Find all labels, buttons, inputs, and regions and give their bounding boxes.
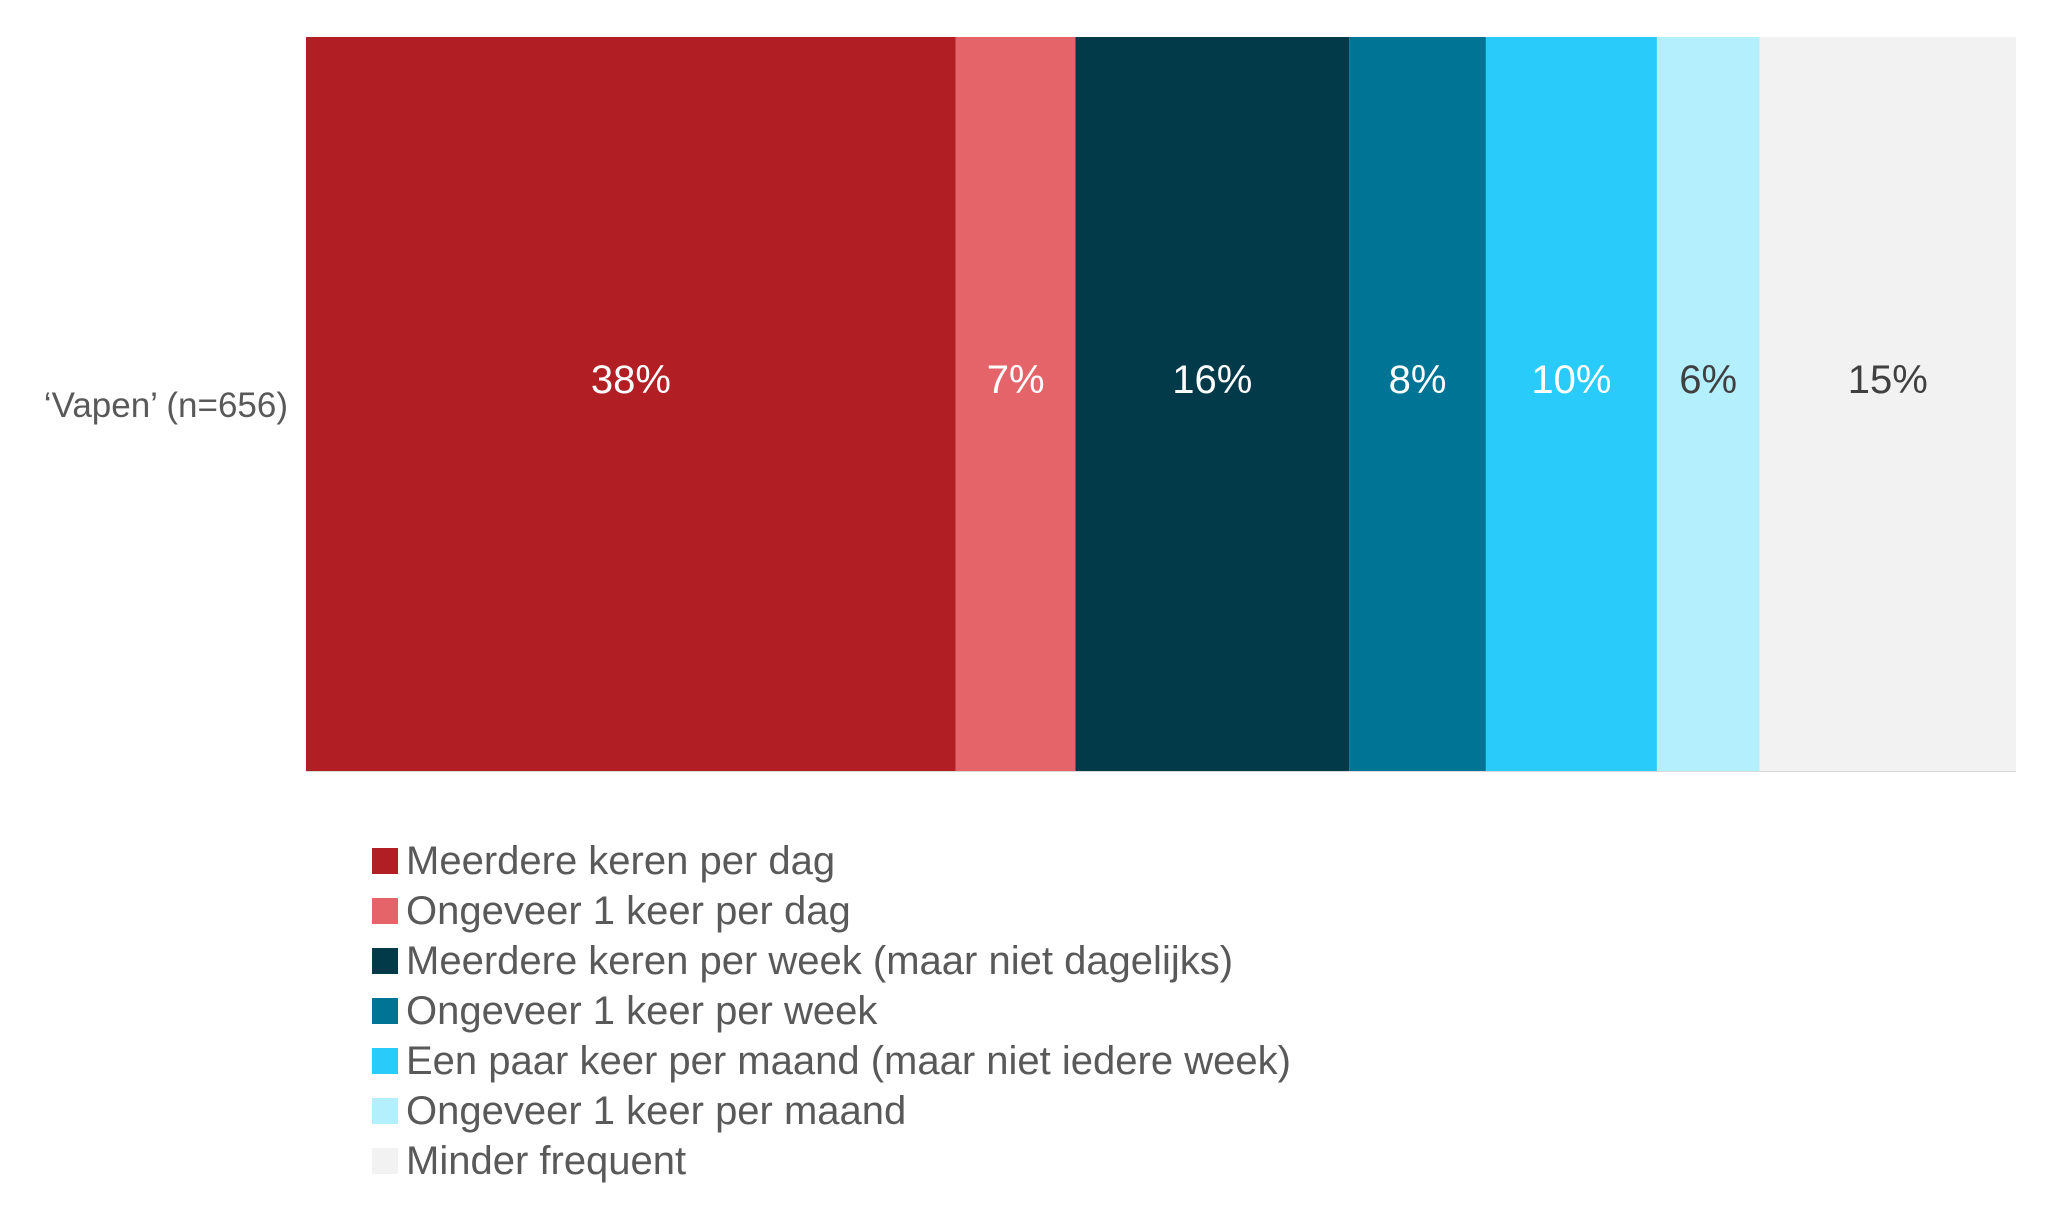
bar-segment [955, 37, 1076, 771]
legend-label: Meerdere keren per week (maar niet dagel… [406, 939, 1234, 983]
bar-segment [306, 37, 956, 771]
legend-item: Ongeveer 1 keer per dag [372, 886, 1291, 936]
bar-segment [1485, 37, 1657, 771]
legend-item: Minder frequent [372, 1136, 1291, 1186]
legend-swatch [372, 848, 398, 874]
legend-item: Meerdere keren per dag [372, 836, 1291, 886]
legend-swatch [372, 998, 398, 1024]
legend-label: Ongeveer 1 keer per week [406, 989, 878, 1033]
legend-swatch [372, 898, 398, 924]
bar-segment [1349, 37, 1486, 771]
legend-label: Ongeveer 1 keer per maand [406, 1089, 907, 1133]
data-label: 15% [1848, 358, 1928, 402]
legend: Meerdere keren per dag Ongeveer 1 keer p… [372, 836, 1291, 1186]
legend-item: Meerdere keren per week (maar niet dagel… [372, 936, 1291, 986]
legend-swatch [372, 1148, 398, 1174]
data-label: 6% [1679, 358, 1737, 402]
legend-label: Meerdere keren per dag [406, 839, 836, 883]
legend-label: Een paar keer per maand (maar niet ieder… [406, 1039, 1291, 1083]
legend-swatch [372, 1098, 398, 1124]
legend-item: Een paar keer per maand (maar niet ieder… [372, 1036, 1291, 1086]
bar-segment [1656, 37, 1760, 771]
legend-item: Ongeveer 1 keer per maand [372, 1086, 1291, 1136]
data-label: 16% [1172, 358, 1252, 402]
category-label: ‘Vapen’ (n=656) [43, 386, 288, 425]
bar-segment [1075, 37, 1350, 771]
data-label: 38% [591, 358, 671, 402]
legend-item: Ongeveer 1 keer per week [372, 986, 1291, 1036]
legend-label: Ongeveer 1 keer per dag [406, 889, 851, 933]
data-label: 8% [1389, 358, 1447, 402]
legend-swatch [372, 948, 398, 974]
legend-label: Minder frequent [406, 1139, 687, 1183]
data-label: 10% [1531, 358, 1611, 402]
legend-swatch [372, 1048, 398, 1074]
bar-segment [1759, 37, 2016, 771]
data-label: 7% [987, 358, 1045, 402]
